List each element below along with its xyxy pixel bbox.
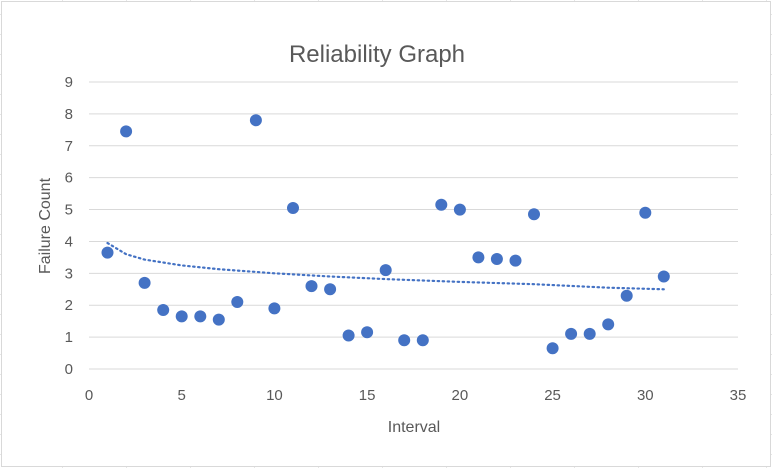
x-tick-label: 30 [637,387,654,404]
y-axis-title[interactable]: Failure Count [37,177,54,274]
y-tick-label: 1 [65,329,73,346]
y-tick-label: 8 [65,106,73,123]
data-point[interactable] [120,125,133,138]
data-point[interactable] [416,334,429,347]
data-point[interactable] [231,296,244,308]
data-point[interactable] [583,327,596,340]
data-point[interactable] [194,310,207,323]
x-tick-label: 15 [359,387,376,404]
data-point[interactable] [546,342,559,355]
data-point[interactable] [472,251,485,264]
y-tick-label: 2 [65,297,73,314]
data-point[interactable] [620,289,633,302]
data-point[interactable] [361,326,374,339]
y-tick-label: 0 [65,361,73,378]
data-point[interactable] [287,202,299,214]
gridlines [89,81,738,370]
data-point[interactable] [268,302,281,315]
chart-title[interactable]: Reliability Graph [289,41,465,68]
x-tick-label: 35 [730,387,747,404]
data-point[interactable] [509,254,522,267]
data-point[interactable] [249,114,262,127]
data-point[interactable] [398,334,411,347]
x-tick-label: 20 [452,387,469,404]
x-axis-title[interactable]: Interval [388,419,440,436]
data-point[interactable] [453,203,466,216]
trendline-group [106,241,665,291]
data-point[interactable] [342,329,355,342]
data-points [101,114,670,355]
data-point[interactable] [212,313,225,326]
x-tick-label: 10 [266,387,283,404]
data-point[interactable] [324,283,337,296]
y-tick-label: 7 [65,138,73,155]
data-point[interactable] [138,276,151,289]
trendline[interactable] [106,241,665,291]
x-tick-label: 5 [178,387,186,404]
x-tick-label: 0 [85,387,93,404]
y-axis-tick-labels: 0 1 2 3 4 5 6 7 8 9 [65,74,73,378]
data-point[interactable] [305,280,318,293]
data-point[interactable] [602,318,615,331]
y-tick-label: 5 [65,202,73,219]
y-tick-label: 4 [65,233,73,250]
data-point[interactable] [157,304,170,316]
data-point[interactable] [639,206,652,219]
data-point[interactable] [101,246,114,259]
y-tick-label: 9 [65,74,73,91]
data-point[interactable] [490,253,503,265]
data-point[interactable] [657,270,670,283]
data-point[interactable] [528,208,540,221]
data-point[interactable] [379,264,392,277]
x-axis-tick-labels: 0 5 10 15 20 25 30 35 [85,387,747,404]
y-tick-label: 3 [65,265,73,282]
data-point[interactable] [565,327,578,340]
data-point[interactable] [435,198,448,211]
data-point[interactable] [175,310,188,323]
y-tick-label: 6 [65,170,73,187]
x-tick-label: 25 [544,387,561,404]
